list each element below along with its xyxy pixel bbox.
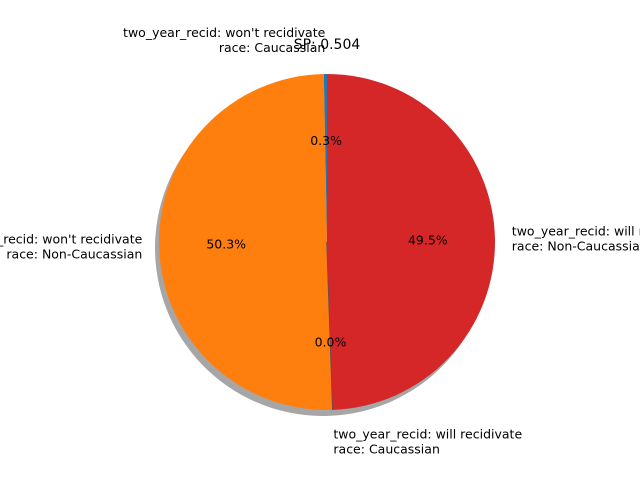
slice-label: two_year_recid: won't recidivate race: Ca… [123, 25, 326, 55]
slice-percent-label: 0.0% [315, 335, 347, 350]
pie-slices [158, 74, 495, 411]
pie-slice [327, 74, 495, 410]
pie-slice [323, 74, 327, 242]
slice-percent-label: 0.3% [310, 133, 342, 148]
slice-label-line: race: Caucassian [333, 442, 439, 457]
slice-label-line: two_year_recid: won't recidivate [0, 231, 143, 246]
pie-slice [158, 74, 333, 411]
slice-labels: two_year_recid: won't recidivate race: Ca… [0, 25, 640, 457]
slice-label-line: race: Non-Caucassian [6, 246, 142, 261]
slice-label-line: two_year_recid: won't recidivate [123, 25, 326, 40]
slice-label-line: race: Caucassian [219, 40, 325, 55]
slice-label: two_year_recid: will recidivate race: Cau… [333, 427, 522, 457]
slice-label-line: two_year_recid: will recidivate [512, 223, 640, 238]
chart-title: SP: 0.504 [294, 37, 361, 53]
slice-label-line: two_year_recid: will recidivate [333, 427, 522, 442]
slice-percent-label: 49.5% [408, 232, 448, 247]
slice-label-line: race: Non-Caucassian [512, 238, 640, 253]
slice-percent-label: 50.3% [206, 237, 246, 252]
percent-labels: 0.3% 50.3% 0.0% 49.5% [206, 133, 447, 350]
